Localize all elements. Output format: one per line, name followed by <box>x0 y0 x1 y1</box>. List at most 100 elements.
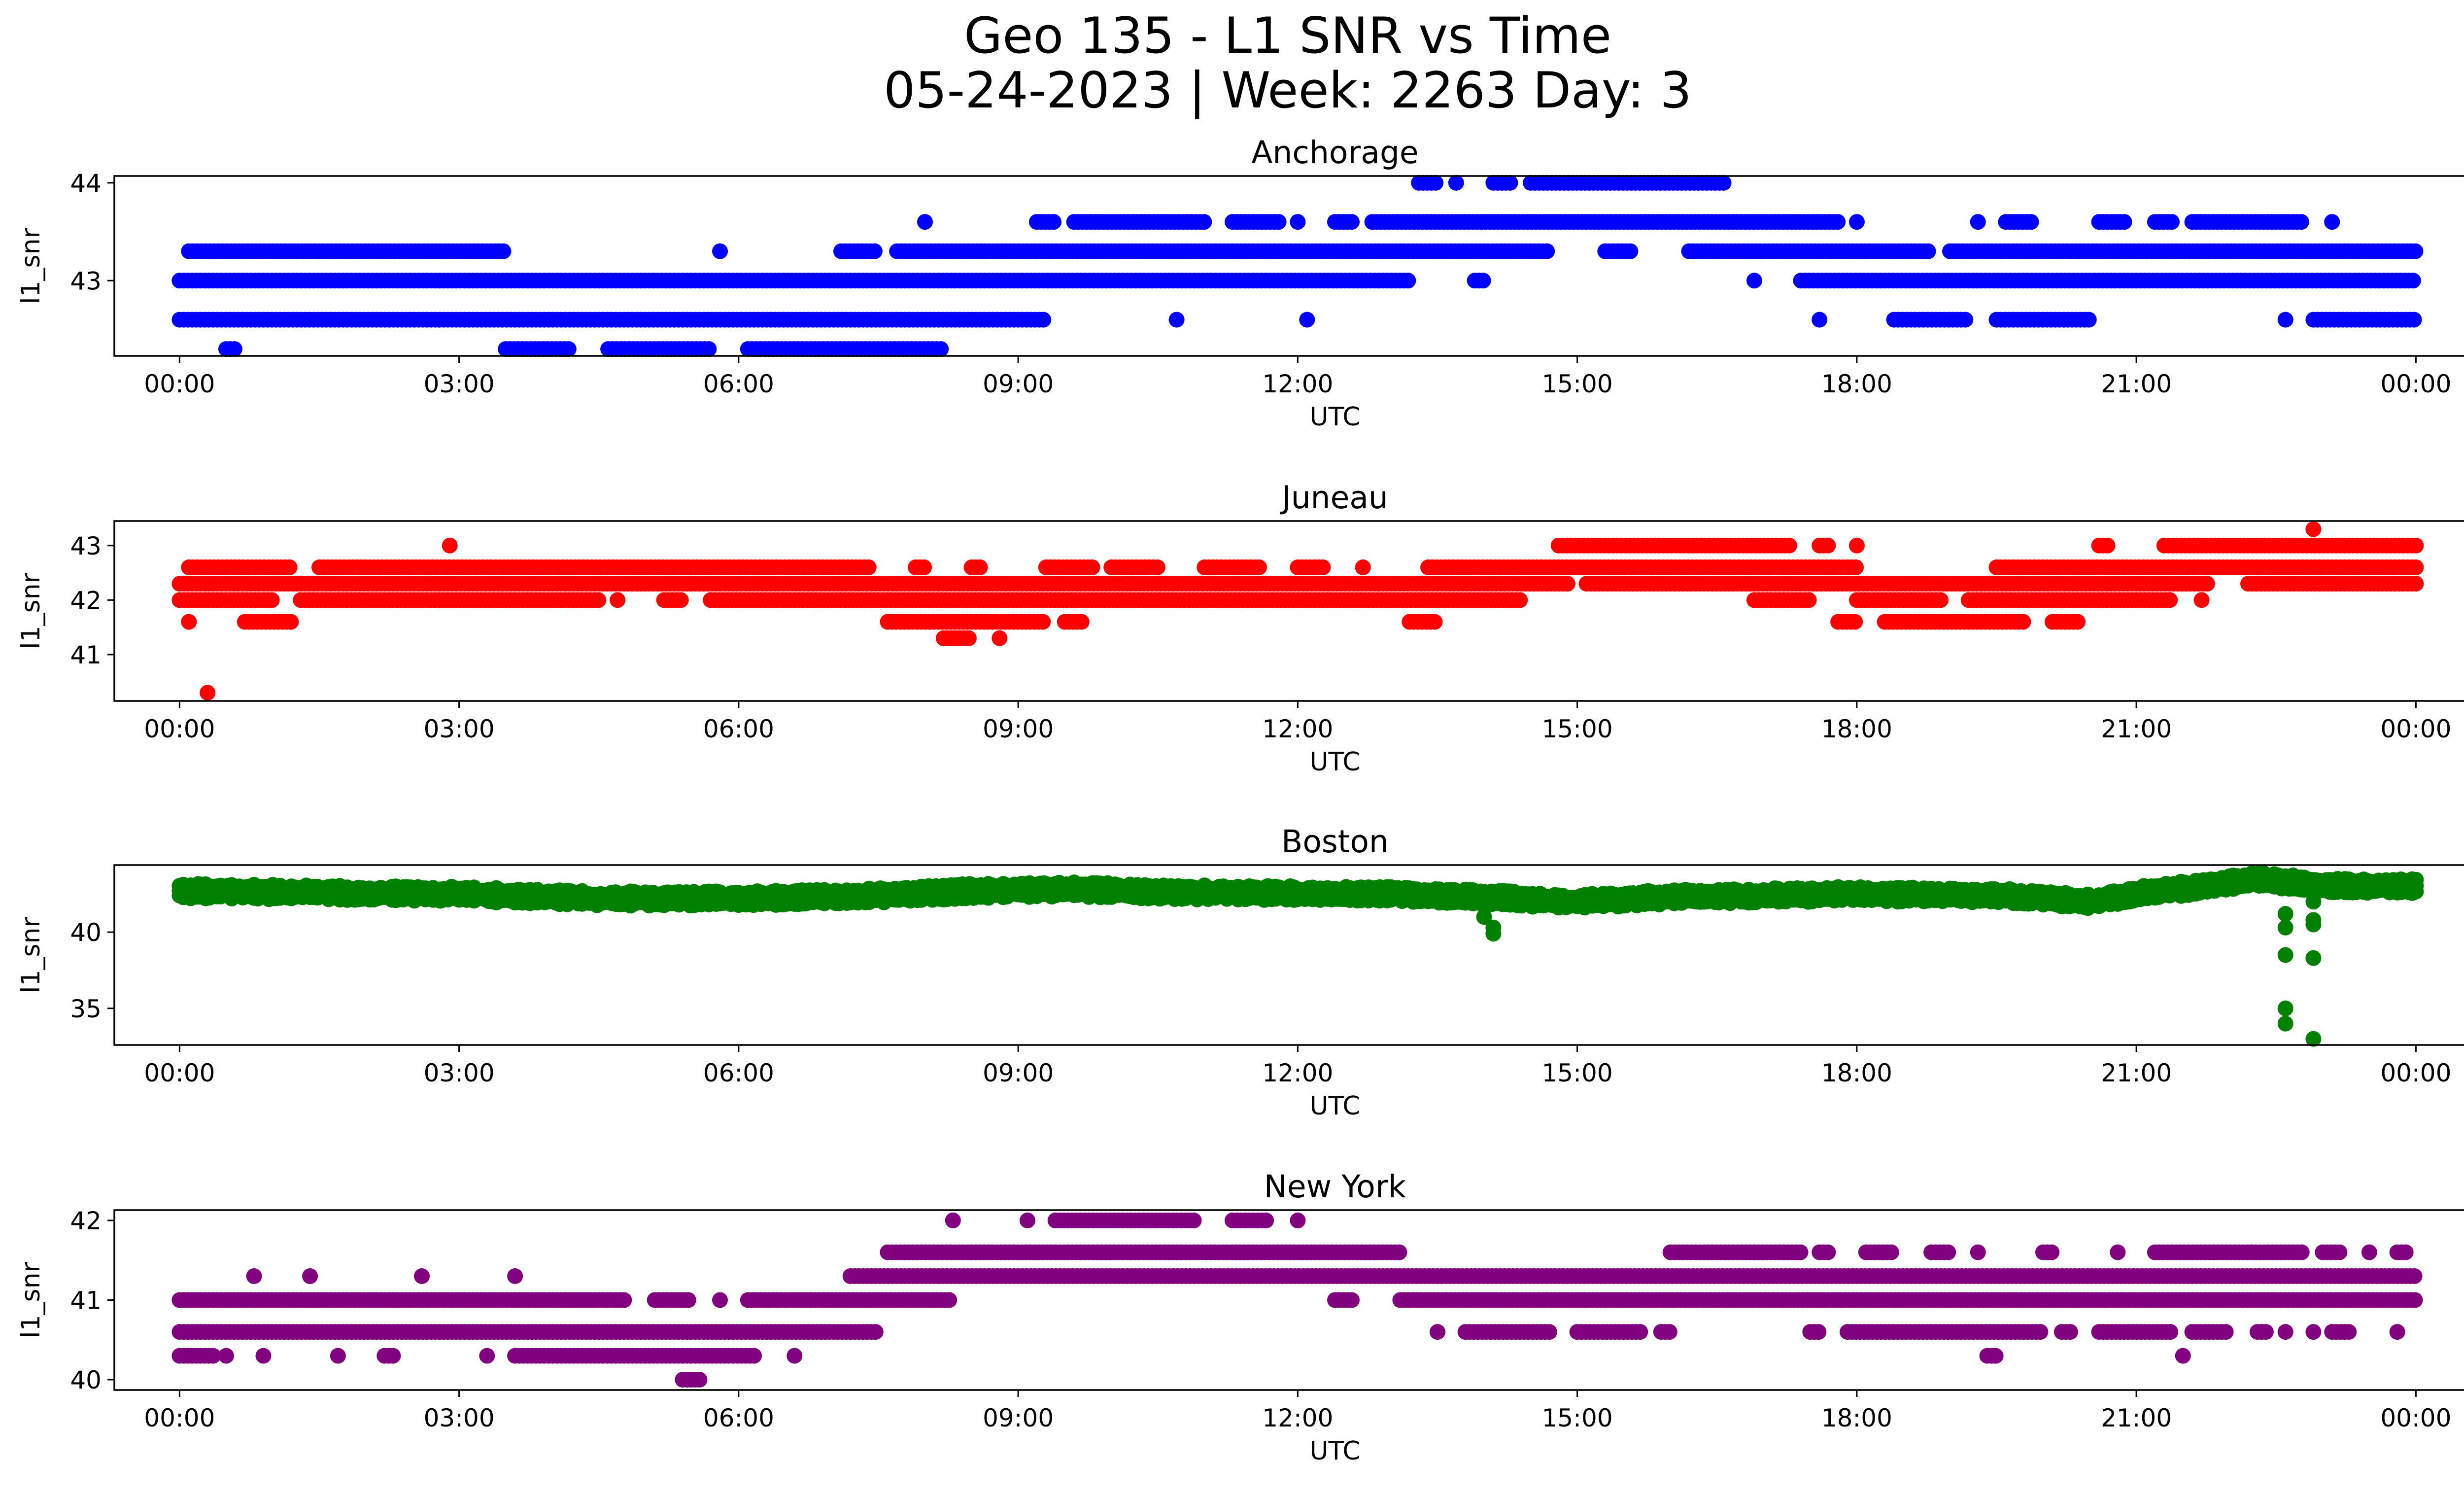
x-tick-label-juneau-8: 00:00 <box>2380 715 2451 743</box>
point-juneau-76 <box>1847 614 1863 630</box>
point-anchorage-1459 <box>1502 174 1518 191</box>
y-tick-label-boston-0: 35 <box>70 995 102 1023</box>
x-tick-label-boston-1: 03:00 <box>424 1059 495 1087</box>
point-juneau-1489 <box>1781 537 1797 554</box>
point-boston-1810 <box>2277 1015 2293 1032</box>
points-boston <box>171 865 2424 1047</box>
point-anchorage-1399 <box>1830 214 1846 230</box>
point-juneau-1432 <box>2408 559 2424 575</box>
x-tick-label-juneau-2: 06:00 <box>703 715 774 743</box>
point-juneau-1220 <box>1251 559 1267 575</box>
point-juneau-1331 <box>1848 559 1864 575</box>
points-new-york <box>171 1213 2423 1388</box>
point-juneau-140 <box>264 592 280 608</box>
x-tick-label-anchorage-3: 09:00 <box>983 370 1054 398</box>
y-tick-label-anchorage-1: 44 <box>70 169 102 198</box>
point-boston-1805 <box>1485 926 1502 942</box>
point-anchorage-1237 <box>1046 214 1061 230</box>
point-juneau-9 <box>181 614 197 630</box>
point-juneau-496 <box>2162 592 2178 608</box>
point-anchorage-1119 <box>1920 243 1936 259</box>
y-axis-label-boston: l1_snr <box>16 916 46 993</box>
point-juneau-497 <box>2193 592 2210 608</box>
panel-title-anchorage: Anchorage <box>1251 135 1418 171</box>
point-anchorage-1282 <box>1290 214 1306 230</box>
point-juneau-1206 <box>1149 559 1165 575</box>
point-boston-1807 <box>2277 919 2293 936</box>
point-juneau-218 <box>673 592 689 608</box>
x-tick-label-anchorage-4: 12:00 <box>1262 370 1333 398</box>
x-tick-label-anchorage-0: 00:00 <box>144 370 215 398</box>
point-juneau-1019 <box>2408 576 2424 592</box>
x-tick-label-boston-0: 00:00 <box>144 1059 215 1087</box>
point-anchorage-1281 <box>1270 214 1287 230</box>
figure-title-line2: 05-24-2023 | Week: 2263 Day: 3 <box>884 61 1692 119</box>
point-anchorage-298 <box>1168 312 1185 328</box>
x-tick-label-anchorage-5: 15:00 <box>1542 370 1613 398</box>
x-tick-label-juneau-4: 12:00 <box>1262 715 1333 743</box>
x-tick-label-juneau-0: 00:00 <box>144 715 215 743</box>
panel-title-juneau: Juneau <box>1280 480 1388 516</box>
point-new-york-20 <box>479 1348 495 1364</box>
point-boston-1809 <box>2277 1000 2293 1016</box>
point-anchorage-898 <box>866 243 883 259</box>
point-anchorage-1400 <box>1848 214 1865 230</box>
point-juneau-0 <box>200 685 216 701</box>
point-anchorage-1506 <box>1715 174 1732 191</box>
y-tick-label-juneau-2: 43 <box>70 532 102 560</box>
point-anchorage-1420 <box>2164 214 2180 230</box>
x-tick-label-boston-3: 09:00 <box>983 1059 1054 1087</box>
x-axis-label-boston: UTC <box>1309 1091 1360 1121</box>
point-anchorage-1061 <box>1622 243 1639 259</box>
point-boston-1808 <box>2277 947 2293 963</box>
point-anchorage-43 <box>701 341 717 357</box>
points-juneau <box>171 521 2424 701</box>
point-anchorage-297 <box>1035 312 1052 328</box>
point-anchorage-1401 <box>1970 214 1986 230</box>
point-anchorage-661 <box>1400 273 1416 289</box>
point-juneau-1492 <box>1820 537 1836 554</box>
point-boston-1811 <box>2305 894 2322 910</box>
point-juneau-21 <box>283 614 299 630</box>
point-anchorage-90 <box>933 341 949 357</box>
point-juneau-213 <box>610 592 626 608</box>
point-new-york-19 <box>385 1348 401 1364</box>
x-tick-label-boston-8: 00:00 <box>2380 1059 2451 1087</box>
point-juneau-212 <box>590 592 607 608</box>
point-anchorage-318 <box>1957 312 1974 328</box>
point-juneau-110 <box>2015 614 2031 630</box>
point-juneau-1182 <box>972 559 988 575</box>
point-new-york-16 <box>330 1348 346 1364</box>
y-axis-label-juneau: l1_snr <box>16 572 46 649</box>
point-juneau-1176 <box>860 559 877 575</box>
x-tick-label-boston-2: 06:00 <box>703 1059 774 1087</box>
x-tick-label-anchorage-1: 03:00 <box>424 370 495 398</box>
point-new-york-4 <box>691 1372 708 1388</box>
x-tick-label-anchorage-8: 00:00 <box>2380 370 2451 398</box>
point-anchorage-300 <box>1812 312 1828 328</box>
point-anchorage-1454 <box>1448 174 1464 191</box>
point-juneau-426 <box>1801 592 1817 608</box>
point-anchorage-1287 <box>1344 214 1360 230</box>
x-tick-label-anchorage-6: 18:00 <box>1821 370 1892 398</box>
x-tick-label-anchorage-7: 21:00 <box>2101 370 2172 398</box>
point-juneau-1496 <box>2099 537 2116 554</box>
x-tick-label-boston-5: 15:00 <box>1542 1059 1613 1087</box>
point-anchorage-367 <box>2406 312 2422 328</box>
x-tick-label-juneau-1: 03:00 <box>424 715 495 743</box>
point-anchorage-1232 <box>917 214 933 230</box>
y-tick-label-juneau-0: 41 <box>70 641 102 669</box>
point-anchorage-1447 <box>2293 214 2309 230</box>
point-juneau-412 <box>1512 592 1528 608</box>
point-boston-1806 <box>2277 906 2293 922</box>
point-anchorage-1448 <box>2324 214 2340 230</box>
point-anchorage-664 <box>1475 273 1491 289</box>
point-juneau-8 <box>992 630 1008 646</box>
point-new-york-14 <box>218 1348 234 1364</box>
point-anchorage-1269 <box>1196 214 1212 230</box>
point-juneau-1433 <box>442 537 458 554</box>
point-juneau-1194 <box>1084 559 1100 575</box>
points-anchorage <box>171 174 2424 357</box>
point-juneau-64 <box>1073 614 1090 630</box>
